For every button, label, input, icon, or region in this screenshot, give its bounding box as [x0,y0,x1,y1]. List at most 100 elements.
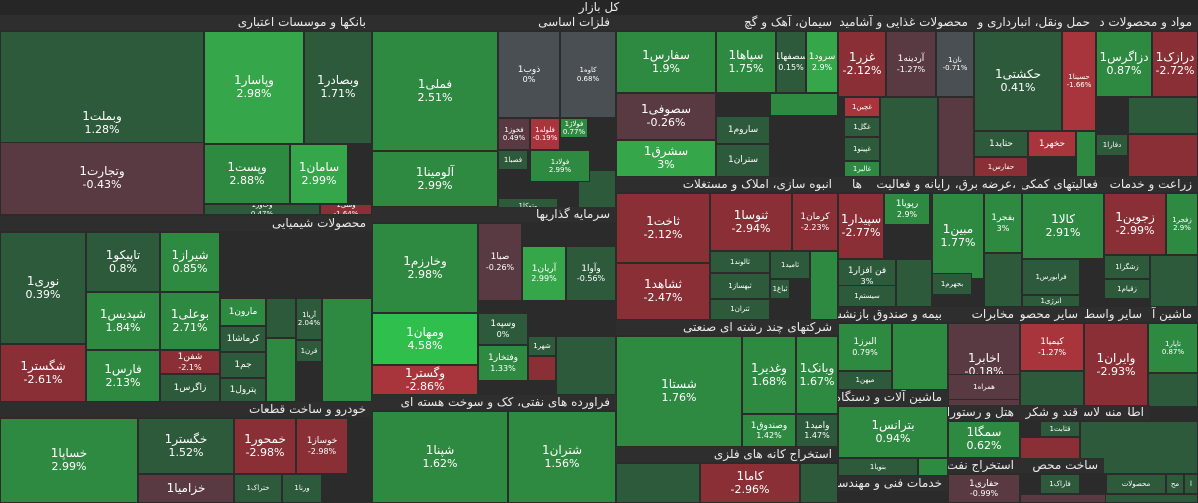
stock-tile[interactable]: میهن1 [838,371,892,390]
filler-tile[interactable] [880,97,938,177]
sector-header[interactable]: حمل ونقل، انبارداری و [974,15,1096,30]
filler-tile[interactable] [800,463,838,503]
filler-tile[interactable] [322,298,372,402]
filler-tile[interactable] [556,336,616,395]
stock-tile[interactable]: همراه1 [948,374,1020,400]
filler-tile[interactable] [616,463,700,503]
stock-tile[interactable]: کاوه1 0.68% [560,31,616,118]
stock-tile[interactable]: فولاد1 2.99% [530,150,590,182]
stock-tile[interactable]: قثابت1 [1040,421,1080,437]
filler-tile[interactable] [938,97,974,177]
stock-tile[interactable]: ستران1 [716,144,770,177]
filler-tile[interactable] [1076,131,1096,177]
sector-header[interactable]: سایر محصول [1020,307,1084,322]
sector-header[interactable]: مخابرات [948,307,1020,322]
stock-tile[interactable]: وآوا1 -0.56% [566,246,616,301]
stock-tile[interactable]: تاپار1 0.87% [1148,323,1198,373]
stock-tile[interactable]: خزامیا1 [138,474,234,503]
stock-tile[interactable]: آریان1 2.99% [522,246,566,301]
stock-tile[interactable]: وسپه1 0% [478,313,528,345]
stock-tile[interactable]: وصندوق1 1.42% [742,414,796,447]
stock-tile[interactable]: غزر1 -2.12% [838,31,886,97]
stock-tile[interactable]: زشگزا1 [1104,255,1150,279]
stock-tile[interactable]: خمحور1 -2.98% [234,418,296,474]
stock-tile[interactable]: سرود1 2.9% [806,31,838,93]
filler-tile[interactable] [892,323,948,390]
filler-tile[interactable] [1150,255,1198,307]
stock-tile[interactable]: وخاور1 0.47% [204,204,320,215]
filler-tile[interactable] [896,259,932,307]
stock-tile[interactable]: حخهر1 [1028,131,1076,157]
stock-tile[interactable]: درازک1 -2.72% [1152,31,1198,97]
sector-header[interactable]: استخراج کانه های فلزی [616,447,838,462]
stock-tile[interactable]: وملل1 -1.64% [320,204,372,215]
stock-tile[interactable]: فرابورس1 [1022,259,1080,295]
stock-tile[interactable]: ثنوسا1 -2.94% [710,193,792,251]
stock-tile[interactable]: ثاخت1 -2.12% [616,193,710,263]
stock-tile[interactable]: شفن1 -2.1% [160,350,220,374]
stock-tile[interactable]: شیراز1 0.85% [160,232,220,292]
sector-header[interactable]: ،عرضه برق، گاز [956,177,1022,192]
stock-tile[interactable]: زاگرس1 [160,374,220,402]
stock-tile[interactable]: فاراک1 [1040,474,1080,494]
stock-tile[interactable]: کالا1 2.91% [1022,193,1104,259]
stock-tile[interactable]: ثتران1 [710,299,770,320]
stock-tile[interactable]: تاپیکو1 0.8% [86,232,160,292]
stock-tile[interactable]: سپیدار1 -2.77% [838,193,884,259]
sector-header[interactable]: استخراج نفت گ [948,458,1020,473]
stock-tile[interactable]: فملی1 2.51% [372,31,498,151]
sector-header[interactable]: لاست [1084,405,1106,420]
sector-header[interactable]: رایانه و فعالیت [868,177,956,192]
stock-tile[interactable]: ساروم1 [716,116,770,144]
sector-header[interactable]: زراعت و خدمات [1104,177,1198,192]
stock-tile[interactable]: فارس1 2.13% [86,350,160,402]
stock-tile[interactable]: وایران1 -2.93% [1084,323,1148,407]
stock-tile[interactable]: مح [1166,474,1184,494]
sector-header[interactable]: قند و شکر [1020,405,1084,420]
filler-tile[interactable] [266,298,296,338]
sector-header[interactable]: سایر واسط [1084,307,1148,322]
stock-tile[interactable]: انرژی1 [1022,295,1080,307]
stock-tile[interactable]: ا [1184,474,1198,494]
stock-tile[interactable]: حتاید1 [974,131,1028,157]
stock-tile[interactable]: کرماشا1 [220,326,266,352]
stock-tile[interactable]: غالبر1 [844,161,880,177]
stock-tile[interactable]: فلوله1 -0.19% [530,118,560,150]
filler-tile[interactable] [1020,494,1106,503]
stock-tile[interactable]: البرز1 0.79% [838,323,892,371]
stock-tile[interactable]: قرن1 [296,340,322,362]
sector-header[interactable]: سیمان، آهک و گچ [616,15,838,30]
stock-tile[interactable]: بجهرم1 [932,273,972,295]
stock-tile[interactable]: محصولات [1106,474,1166,494]
stock-tile[interactable]: حفارس1 [974,157,1028,177]
stock-tile[interactable]: سیستم1 [838,285,896,307]
stock-tile[interactable]: ذوب1 0% [498,31,560,118]
stock-tile[interactable]: کیمیا1 -1.27% [1020,323,1084,371]
stock-tile[interactable]: وبصادر1 1.71% [304,31,372,144]
stock-tile[interactable]: خگستر1 1.52% [138,418,234,474]
stock-tile[interactable]: آردینه1 -1.27% [886,31,936,97]
filler-tile[interactable] [1020,371,1084,407]
stock-tile[interactable]: حکشتی1 0.41% [974,31,1062,131]
stock-tile[interactable]: ثامید1 [770,251,810,279]
stock-tile[interactable]: وبانک1 1.67% [796,336,838,414]
sector-header[interactable]: ماشین آ [1148,307,1198,322]
stock-tile[interactable]: مارون1 [220,298,266,326]
sector-header[interactable]: محصولات غذایی و آشامید [838,15,974,30]
stock-tile[interactable]: آریا1 2.04% [296,298,322,340]
stock-tile[interactable]: وگستر1 -2.86% [372,365,478,395]
filler-tile[interactable] [1148,373,1198,407]
stock-tile[interactable]: بوعلی1 2.71% [160,292,220,350]
stock-tile[interactable]: شپنا1 1.62% [372,411,508,503]
filler-tile[interactable] [1128,134,1198,177]
sector-header[interactable]: فراورده های نفتی، کک و سوخت هسته ای [372,395,616,410]
sector-header[interactable]: بیمه و صندوق بازنشس [838,307,948,322]
stock-tile[interactable]: غگل1 [844,117,880,137]
filler-tile[interactable] [770,93,838,116]
stock-tile[interactable]: غپینو1 [844,137,880,161]
stock-tile[interactable]: سپاها1 1.75% [716,31,776,93]
stock-tile[interactable]: جم1 [220,352,266,378]
stock-tile[interactable]: فخوز1 0.49% [498,118,530,150]
stock-tile[interactable]: بترانس1 0.94% [838,406,948,458]
sector-header[interactable]: خدمات فنی و مهندسی [838,476,948,491]
